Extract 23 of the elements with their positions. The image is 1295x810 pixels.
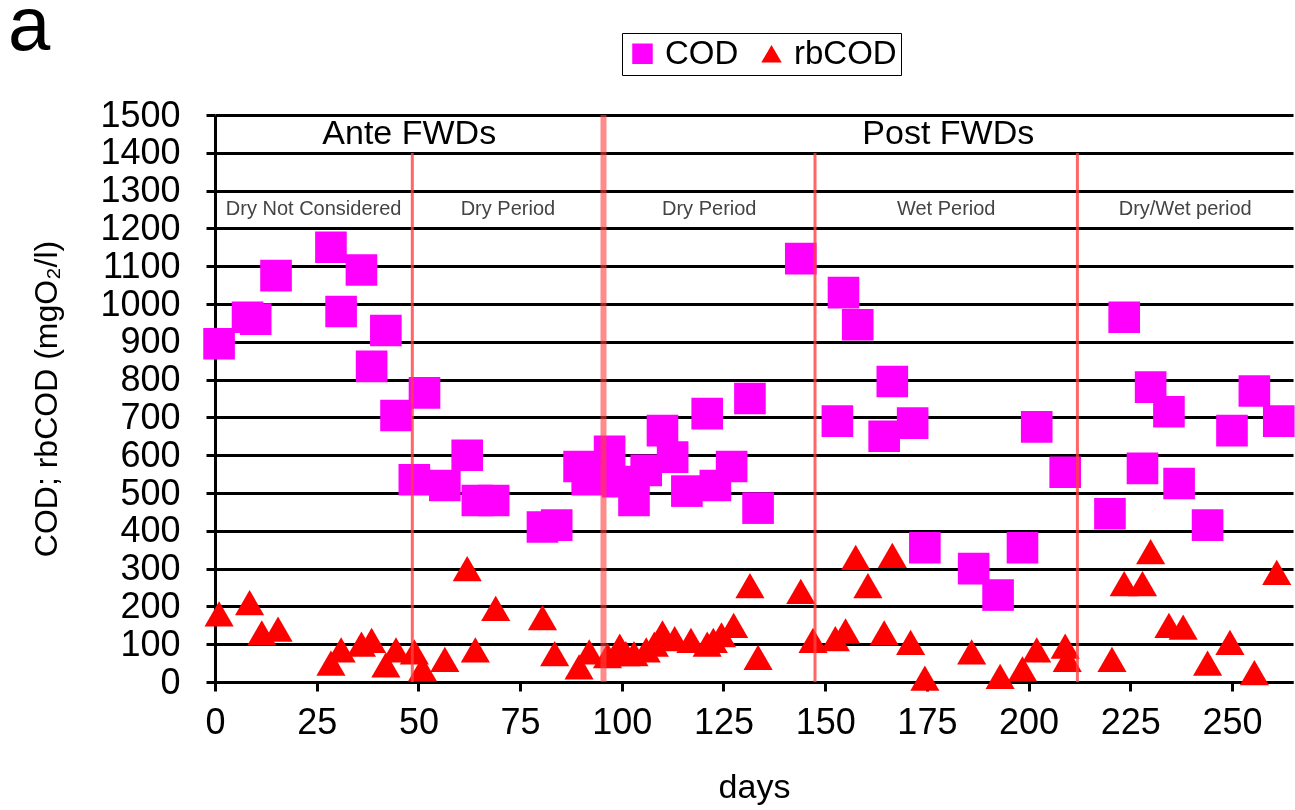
x-tick-label: 200	[999, 700, 1060, 742]
chart-title: a	[8, 0, 51, 66]
legend-label: rbCOD	[794, 33, 897, 71]
x-tick-label: 100	[592, 700, 653, 742]
annotation: Dry Period	[662, 197, 757, 219]
x-tick-label: 225	[1100, 700, 1161, 742]
x-tick-label: 150	[795, 700, 856, 742]
annotation: Wet Period	[896, 197, 996, 219]
x-axis-title: days	[718, 766, 791, 805]
x-tick-label: 250	[1202, 700, 1263, 742]
annotation: Dry/Wet period	[1118, 197, 1252, 219]
y-axis-title: COD; rbCOD (mgO₂/l)	[28, 240, 65, 558]
x-tick-label: 75	[500, 700, 541, 742]
x-tick-label: 50	[398, 700, 439, 742]
annotation: Dry Not Considered	[225, 197, 402, 219]
x-tick-label: 175	[897, 700, 958, 742]
annotation: Dry Period	[460, 197, 556, 219]
x-tick-label: 0	[205, 700, 226, 742]
annotation: Post FWDs	[862, 113, 1035, 151]
x-tick-label: 25	[297, 700, 338, 742]
legend-label: COD	[665, 33, 739, 71]
annotation: Ante FWDs	[322, 113, 497, 151]
x-tick-label: 125	[693, 700, 755, 742]
